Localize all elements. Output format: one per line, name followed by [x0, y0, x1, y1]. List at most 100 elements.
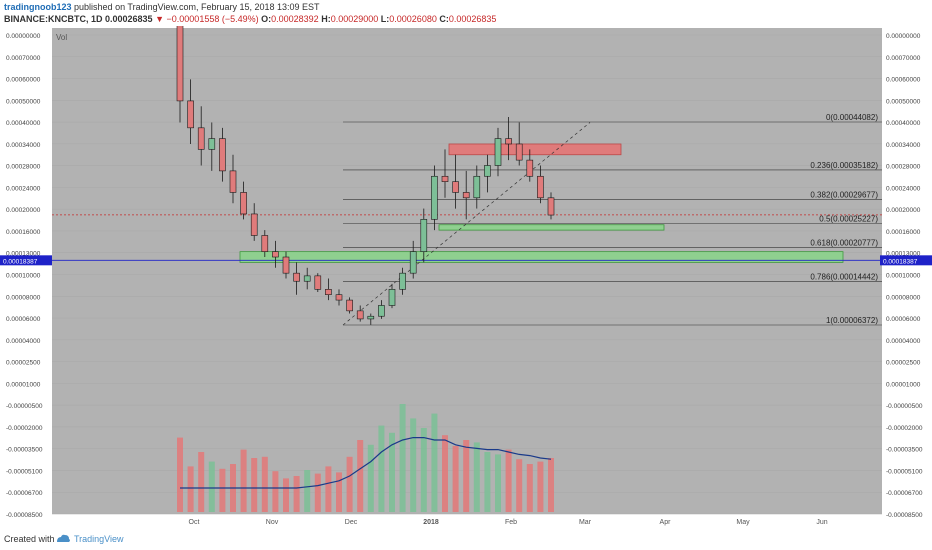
- down-candle: [282, 256, 290, 274]
- y-tick-label: 0.00010000: [886, 273, 921, 280]
- volume-bar: [357, 440, 364, 512]
- y-tick-label: 0.00060000: [886, 77, 921, 84]
- up-candle: [367, 315, 375, 320]
- low-label: L:: [380, 14, 390, 24]
- volume-bar: [177, 437, 183, 512]
- y-tick-label: 0.00070000: [886, 55, 921, 62]
- marked-level-tag: [880, 255, 932, 266]
- y-tick-label: 0.00016000: [6, 229, 41, 236]
- down-candle: [197, 127, 205, 150]
- volume-bar: [272, 471, 279, 512]
- up-candle: [378, 305, 385, 317]
- volume-bar: [367, 444, 374, 512]
- change-value: −0.00001558 (−5.49%): [166, 14, 259, 24]
- created-with-text: Created with: [4, 534, 55, 544]
- y-tick-label: 0.00024000: [6, 185, 41, 192]
- down-candle: [250, 213, 258, 236]
- fib-label: 0.618(0.00020777): [810, 238, 878, 247]
- y-tick-label: 0.00060000: [6, 77, 41, 84]
- volume-bar: [378, 425, 385, 512]
- x-tick-label: Dec: [345, 519, 358, 526]
- y-tick-label: -0.00008500: [886, 512, 923, 519]
- y-tick-label: -0.00006700: [886, 490, 923, 497]
- down-candle: [261, 235, 269, 252]
- open-label: O:: [261, 14, 272, 24]
- y-tick-label: 0.00034000: [6, 142, 41, 149]
- volume-bar: [452, 446, 459, 512]
- down-candle: [187, 100, 194, 129]
- y-tick-label: 0.00000000: [886, 33, 921, 40]
- x-tick-label: 2018: [423, 519, 439, 526]
- y-tick-label: 0.00006000: [886, 316, 921, 323]
- volume-bar: [548, 458, 554, 512]
- support-zone: [239, 251, 844, 263]
- x-tick-label: Apr: [660, 519, 672, 526]
- volume-bar: [261, 456, 268, 512]
- y-tick-label: 0.00024000: [886, 185, 921, 192]
- publish-text: published on TradingView.com, February 1…: [74, 2, 320, 12]
- volume-bar: [283, 478, 289, 512]
- up-candle: [420, 219, 428, 252]
- y-tick-label: 0.00040000: [6, 120, 41, 127]
- fib-label: 0.236(0.00035182): [810, 161, 878, 170]
- volume-bar: [208, 461, 215, 512]
- down-candle: [547, 197, 555, 216]
- y-tick-label: -0.00003500: [886, 447, 923, 454]
- down-candle: [537, 175, 544, 199]
- symbol-label: BINANCE:KNCBTC, 1D: [4, 14, 103, 24]
- down-candle: [240, 192, 247, 215]
- trend-line: [342, 122, 591, 326]
- marked-level-label: 0.00018387: [883, 258, 918, 265]
- volume-bar: [399, 404, 406, 512]
- volume-bar: [325, 466, 332, 512]
- y-tick-label: 0.00008000: [886, 294, 921, 301]
- up-candle: [208, 138, 216, 150]
- volume-bar: [219, 468, 226, 512]
- volume-bar: [251, 458, 258, 512]
- close-value: 0.00026835: [448, 14, 497, 24]
- y-tick-label: 0.00028000: [6, 164, 41, 171]
- y-tick-label: 0.00020000: [6, 207, 41, 214]
- down-candle: [346, 299, 353, 312]
- tradingview-brand[interactable]: TradingView: [74, 534, 124, 544]
- volume-bar: [495, 454, 501, 512]
- down-candle: [219, 138, 226, 172]
- y-tick-label: 0.00000000: [6, 33, 41, 40]
- candles: [176, 0, 555, 325]
- down-arrow-icon: ▼: [155, 14, 165, 24]
- author-link[interactable]: tradingnoob123: [4, 2, 72, 12]
- tradingview-logo-icon[interactable]: [55, 533, 71, 545]
- down-candle: [515, 143, 523, 161]
- publish-line: tradingnoob123 published on TradingView.…: [4, 2, 320, 12]
- volume-bar: [198, 452, 205, 512]
- y-tick-label: 0.00050000: [6, 98, 41, 105]
- volume-bar: [346, 456, 353, 512]
- volume-bar: [240, 449, 247, 512]
- resistance-zone: [448, 143, 622, 156]
- y-tick-label: -0.00002000: [6, 425, 43, 432]
- y-tick-label: 0.00001000: [6, 381, 41, 388]
- left-price-axis: 0.00000000 0.00070000 0.00060000 0.00050000…: [6, 33, 43, 519]
- y-tick-label: -0.00005100: [886, 468, 923, 475]
- low-value: 0.00026080: [389, 14, 437, 24]
- y-tick-label: 0.00001000: [886, 381, 921, 388]
- volume-bar: [463, 440, 470, 512]
- y-tick-label: -0.00000500: [6, 403, 43, 410]
- volume-bar: [410, 418, 417, 512]
- chart-header: tradingnoob123 published on TradingView.…: [0, 0, 932, 26]
- y-tick-label: 0.00034000: [886, 142, 921, 149]
- x-tick-label: May: [736, 519, 750, 526]
- volume-bar: [187, 466, 194, 512]
- volume-bar: [336, 472, 342, 512]
- up-candle: [399, 272, 406, 290]
- volume-bar: [516, 459, 523, 512]
- x-tick-label: Mar: [579, 519, 592, 526]
- marked-level-label: 0.00018387: [3, 258, 38, 265]
- volume-bar: [505, 449, 512, 512]
- volume-bars: [177, 404, 554, 512]
- volume-bar: [431, 413, 438, 512]
- x-tick-label: Feb: [505, 519, 517, 526]
- volume-bar: [526, 464, 533, 512]
- symbol-line: BINANCE:KNCBTC, 1D 0.00026835 ▼ −0.00001…: [4, 14, 496, 24]
